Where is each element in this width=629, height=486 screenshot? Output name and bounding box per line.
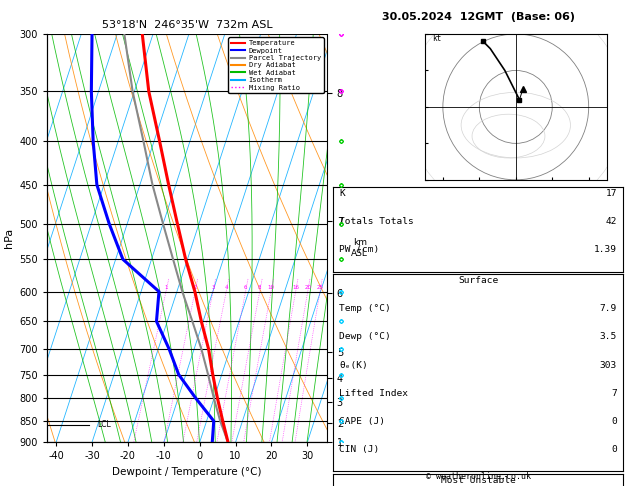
Text: 25: 25 xyxy=(316,284,323,290)
Text: 8: 8 xyxy=(258,284,262,290)
Text: 0: 0 xyxy=(611,417,617,426)
Text: 3.5: 3.5 xyxy=(599,332,617,342)
Title: 53°18'N  246°35'W  732m ASL: 53°18'N 246°35'W 732m ASL xyxy=(102,20,272,31)
Text: 20: 20 xyxy=(304,284,311,290)
X-axis label: Dewpoint / Temperature (°C): Dewpoint / Temperature (°C) xyxy=(113,467,262,477)
Y-axis label: km
ASL: km ASL xyxy=(351,238,368,258)
Text: 1.39: 1.39 xyxy=(594,245,617,255)
Text: θₑ(K): θₑ(K) xyxy=(339,361,368,370)
Text: Totals Totals: Totals Totals xyxy=(339,217,414,226)
Text: K: K xyxy=(339,189,345,198)
Y-axis label: hPa: hPa xyxy=(4,228,14,248)
Legend: Temperature, Dewpoint, Parcel Trajectory, Dry Adiabat, Wet Adiabat, Isotherm, Mi: Temperature, Dewpoint, Parcel Trajectory… xyxy=(228,37,323,93)
Text: PW (cm): PW (cm) xyxy=(339,245,379,255)
Text: Lifted Index: Lifted Index xyxy=(339,389,408,398)
Text: 0: 0 xyxy=(611,445,617,454)
Text: Dewp (°C): Dewp (°C) xyxy=(339,332,391,342)
Text: 4: 4 xyxy=(225,284,228,290)
Text: 16: 16 xyxy=(292,284,299,290)
Text: 30.05.2024  12GMT  (Base: 06): 30.05.2024 12GMT (Base: 06) xyxy=(382,12,574,22)
Text: 1: 1 xyxy=(164,284,168,290)
Text: CIN (J): CIN (J) xyxy=(339,445,379,454)
Text: LCL: LCL xyxy=(97,420,111,429)
Text: 10: 10 xyxy=(267,284,274,290)
Text: 17: 17 xyxy=(606,189,617,198)
Text: 6: 6 xyxy=(244,284,247,290)
Text: Surface: Surface xyxy=(458,276,498,285)
Text: © weatheronline.co.uk: © weatheronline.co.uk xyxy=(426,472,530,481)
Text: 3: 3 xyxy=(211,284,214,290)
Text: 7: 7 xyxy=(611,389,617,398)
Text: CAPE (J): CAPE (J) xyxy=(339,417,385,426)
Text: 303: 303 xyxy=(599,361,617,370)
Text: Temp (°C): Temp (°C) xyxy=(339,304,391,313)
Text: 42: 42 xyxy=(606,217,617,226)
Text: kt: kt xyxy=(432,35,441,43)
Text: Most Unstable: Most Unstable xyxy=(441,476,515,485)
Text: 2: 2 xyxy=(193,284,197,290)
Text: 7.9: 7.9 xyxy=(599,304,617,313)
